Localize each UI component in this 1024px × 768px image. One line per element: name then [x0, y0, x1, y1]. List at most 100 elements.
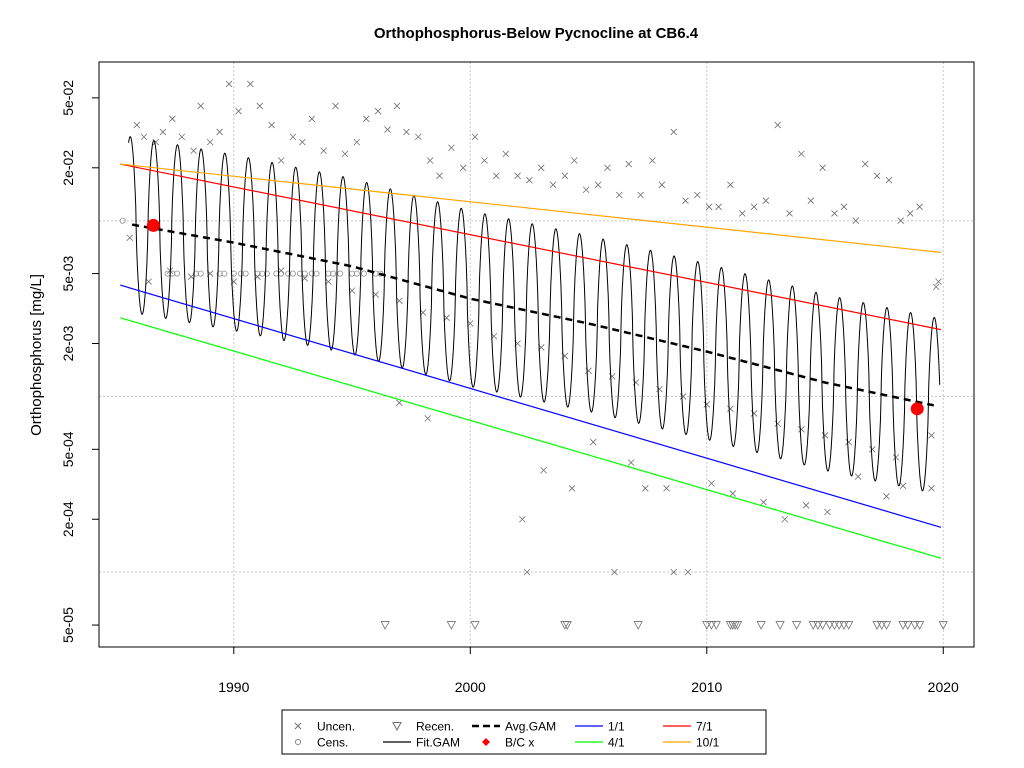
- legend-uncen-icon: [294, 722, 302, 730]
- uncensored-point: [159, 128, 167, 136]
- censored-point: [313, 270, 320, 277]
- uncensored-point: [798, 150, 805, 158]
- x-tick-label: 2010: [691, 679, 722, 695]
- recensored-point: [562, 621, 572, 630]
- uncensored-point: [774, 420, 781, 427]
- uncensored-point: [869, 446, 876, 453]
- uncensored-point: [727, 181, 734, 189]
- recensored-point: [829, 621, 840, 630]
- uncensored-point: [519, 515, 526, 523]
- recensored-point: [775, 621, 785, 630]
- uncensored-point: [190, 147, 197, 155]
- uncensored-point: [540, 466, 547, 474]
- legend-label: 1/1: [608, 720, 625, 734]
- uncensored-point: [187, 273, 195, 280]
- uncensored-point: [845, 438, 852, 446]
- uncensored-point: [798, 426, 805, 433]
- recensored-point: [914, 621, 925, 630]
- uncensored-point: [561, 172, 569, 180]
- recensored-point: [843, 621, 854, 630]
- uncensored-point: [679, 393, 687, 400]
- uncensored-point: [670, 128, 677, 136]
- x-tick-label: 2020: [928, 679, 959, 695]
- uncensored-point: [256, 102, 264, 110]
- recensored-point: [898, 621, 908, 630]
- uncensored-point: [526, 176, 533, 184]
- uncensored-point: [384, 126, 391, 133]
- uncensored-point: [216, 128, 223, 136]
- y-tick-label: 2e-03: [60, 325, 76, 361]
- uncensored-point: [885, 176, 893, 184]
- uncensored-point: [935, 278, 942, 285]
- uncensored-point: [426, 157, 434, 164]
- uncensored-point: [277, 157, 285, 164]
- recensored-point: [938, 621, 948, 630]
- uncensored-point: [637, 191, 644, 199]
- trend-line-1-1: [120, 284, 942, 528]
- recensored-point: [711, 621, 721, 630]
- legend-label: Cens.: [317, 736, 348, 750]
- uncensored-point: [341, 150, 349, 158]
- censored-points: [119, 217, 384, 277]
- uncensored-point: [308, 115, 316, 123]
- uncensored-point: [325, 278, 332, 285]
- uncensored-point: [299, 138, 306, 146]
- uncensored-point: [708, 480, 715, 487]
- uncensored-point: [268, 121, 275, 129]
- uncensored-point: [854, 473, 862, 480]
- uncensored-point: [627, 459, 635, 466]
- censored-point: [237, 270, 244, 277]
- recensored-point: [881, 621, 892, 630]
- uncensored-point: [760, 498, 767, 506]
- censored-point: [308, 270, 315, 277]
- uncensored-point: [133, 121, 141, 129]
- uncensored-point: [727, 405, 734, 413]
- censored-point: [360, 270, 367, 277]
- uncensored-point: [549, 181, 557, 189]
- bc-point: [910, 402, 924, 416]
- axes: 1990 2000 2010 2020 5e-05 2e-04 5e-04 2e-03 5e-0…: [60, 80, 959, 695]
- uncensored-point: [448, 144, 455, 152]
- uncensored-point: [332, 102, 339, 110]
- legend-bc-icon: [482, 738, 490, 746]
- recensored-point: [825, 621, 835, 630]
- censored-point: [259, 270, 266, 277]
- uncensored-point: [873, 172, 881, 180]
- uncensored-point: [729, 490, 737, 497]
- recensored-point: [817, 621, 828, 630]
- legend-recen-icon: [392, 722, 402, 732]
- uncensored-point: [738, 210, 746, 217]
- uncensored-point: [703, 401, 711, 408]
- censored-point: [353, 270, 360, 277]
- uncensored-point: [247, 80, 254, 88]
- uncensored-point: [821, 432, 829, 439]
- uncensored-point: [715, 203, 722, 211]
- censored-point: [289, 270, 296, 277]
- censored-point: [263, 270, 270, 277]
- recensored-point: [633, 621, 643, 630]
- uncensored-point: [750, 410, 758, 417]
- censored-point: [242, 270, 249, 277]
- uncensored-point: [656, 385, 663, 393]
- uncensored-point: [928, 432, 935, 439]
- uncensored-point: [649, 157, 656, 164]
- uncensored-point: [582, 186, 590, 194]
- uncensored-point: [819, 164, 826, 172]
- uncensored-point: [277, 267, 285, 274]
- uncensored-point: [694, 191, 701, 199]
- recensored-point: [872, 621, 882, 630]
- grid-layer: [99, 62, 974, 647]
- y-tick-label: 2e-04: [60, 501, 76, 537]
- uncensored-points: [126, 80, 942, 576]
- uncensored-point: [140, 133, 148, 141]
- series-lines: [120, 136, 942, 559]
- x-tick-label: 1990: [218, 679, 249, 695]
- uncensored-point: [892, 454, 900, 461]
- uncensored-point: [705, 203, 713, 211]
- uncensored-point: [459, 164, 467, 172]
- uncensored-point: [514, 172, 521, 180]
- trend-line-10-1: [120, 163, 941, 254]
- recensored-point: [910, 621, 920, 630]
- recensored-point: [380, 621, 390, 630]
